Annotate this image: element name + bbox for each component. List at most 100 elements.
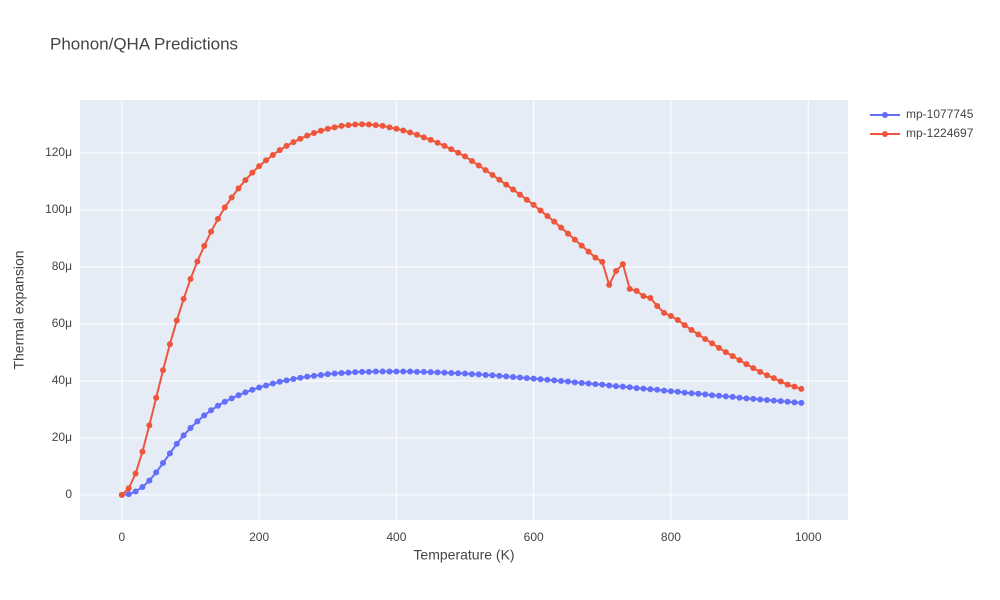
data-point	[311, 130, 318, 137]
data-point	[626, 285, 633, 292]
data-point	[194, 418, 201, 425]
data-point	[153, 394, 160, 401]
y-tick-label: 80μ	[52, 259, 72, 273]
data-point	[516, 191, 523, 198]
data-point	[530, 375, 537, 382]
data-point	[702, 391, 709, 398]
data-point	[592, 381, 599, 388]
x-tick-label: 1000	[795, 530, 822, 544]
legend-swatch-marker	[882, 112, 888, 118]
data-point	[228, 194, 235, 201]
data-point	[770, 397, 777, 404]
data-point	[743, 395, 750, 402]
data-point	[537, 376, 544, 383]
data-point	[571, 379, 578, 386]
data-point	[331, 124, 338, 131]
data-point	[413, 368, 420, 375]
x-tick-label: 400	[386, 530, 406, 544]
data-point	[564, 378, 571, 385]
data-point	[489, 372, 496, 379]
data-point	[434, 139, 441, 146]
data-point	[462, 370, 469, 377]
data-point	[372, 368, 379, 375]
data-point	[379, 122, 386, 129]
data-point	[523, 196, 530, 203]
data-point	[290, 139, 297, 146]
series-line	[121, 370, 802, 496]
x-tick-label: 200	[249, 530, 269, 544]
data-point	[132, 488, 139, 495]
data-point	[345, 369, 352, 376]
data-point	[537, 207, 544, 214]
data-point	[249, 386, 256, 393]
data-point	[599, 258, 606, 265]
data-point	[139, 448, 146, 455]
data-point	[441, 369, 448, 376]
data-point	[166, 341, 173, 348]
data-point	[283, 377, 290, 384]
data-point	[352, 369, 359, 376]
data-point	[324, 125, 331, 132]
data-point	[359, 121, 366, 128]
data-point	[221, 398, 228, 405]
data-point	[338, 122, 345, 129]
data-point	[235, 185, 242, 192]
data-point	[475, 371, 482, 378]
data-point	[372, 122, 379, 129]
data-point	[503, 373, 510, 380]
data-point	[578, 242, 585, 249]
data-point	[118, 491, 125, 498]
data-point	[146, 422, 153, 429]
data-point	[578, 379, 585, 386]
data-point	[269, 151, 276, 158]
data-point	[379, 368, 386, 375]
data-point	[674, 316, 681, 323]
data-point	[413, 131, 420, 138]
data-point	[276, 378, 283, 385]
data-point	[455, 149, 462, 156]
data-point	[770, 375, 777, 382]
data-point	[262, 382, 269, 389]
data-point	[496, 372, 503, 379]
data-point	[201, 412, 208, 419]
data-point	[290, 375, 297, 382]
data-point	[510, 373, 517, 380]
data-point	[551, 377, 558, 384]
data-point	[468, 157, 475, 164]
data-point	[455, 370, 462, 377]
data-point	[304, 132, 311, 139]
data-point	[365, 121, 372, 128]
plot-area	[80, 100, 848, 520]
chart-title: Phonon/QHA Predictions	[50, 34, 238, 53]
data-point	[674, 388, 681, 395]
data-point	[125, 491, 132, 498]
x-tick-label: 0	[119, 530, 126, 544]
data-point	[530, 201, 537, 208]
data-point	[764, 397, 771, 404]
data-point	[173, 317, 180, 324]
data-point	[606, 281, 613, 288]
data-point	[523, 375, 530, 382]
data-point	[269, 380, 276, 387]
data-point	[441, 142, 448, 149]
data-point	[722, 349, 729, 356]
data-point	[496, 176, 503, 183]
data-point	[214, 215, 221, 222]
y-tick-label: 120μ	[45, 145, 72, 159]
data-point	[448, 369, 455, 376]
data-point	[743, 361, 750, 368]
data-point	[482, 167, 489, 174]
data-point	[386, 124, 393, 131]
data-point	[489, 171, 496, 178]
data-point	[311, 372, 318, 379]
data-point	[667, 312, 674, 319]
data-point	[681, 389, 688, 396]
data-point	[475, 162, 482, 169]
data-point	[448, 146, 455, 153]
data-point	[434, 369, 441, 376]
data-point	[462, 153, 469, 160]
data-point	[667, 388, 674, 395]
data-point	[688, 390, 695, 397]
data-point	[242, 177, 249, 184]
